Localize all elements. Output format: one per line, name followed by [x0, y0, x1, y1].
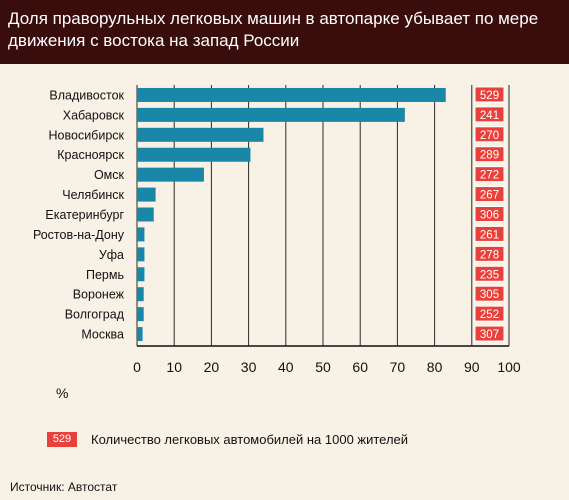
- category-label: Владивосток: [49, 88, 124, 102]
- bar: [137, 147, 251, 162]
- category-label: Челябинск: [62, 188, 124, 202]
- cars-badge: [474, 325, 505, 342]
- category-label: Екатеринбург: [45, 208, 124, 222]
- cars-badge: [474, 126, 505, 143]
- bar-chart: 0 10 20 30 40 50 60 70 80 90 100% Владивосток 529 Хаб…: [33, 85, 521, 401]
- legend: 529 Количество легковых автомобилей на 1…: [47, 430, 408, 448]
- cars-badge: [474, 206, 505, 222]
- cars-badge: [474, 305, 505, 322]
- x-tick-label: 50: [315, 359, 331, 375]
- cars-badge: [474, 265, 505, 282]
- cars-badge-label: 272: [480, 170, 499, 182]
- cars-badge-label: 289: [480, 150, 499, 162]
- cars-badge-label: 306: [480, 210, 499, 222]
- cars-badge-label: 252: [480, 309, 499, 321]
- bar: [137, 227, 145, 242]
- bar: [137, 267, 145, 282]
- bar: [137, 127, 264, 142]
- cars-badge-label: 241: [480, 110, 499, 122]
- cars-badge-label: 305: [480, 289, 499, 301]
- title-banner: Доля праворульных легковых машин в автоп…: [0, 0, 569, 64]
- category-label: Красноярск: [57, 148, 124, 162]
- cars-badge: [474, 146, 505, 163]
- cars-badge-label: 261: [480, 229, 499, 241]
- cars-badge-label: 278: [480, 249, 499, 261]
- source-note: Источник: Автостат: [10, 480, 118, 494]
- cars-badge: [474, 285, 505, 302]
- cars-badge-label: 307: [480, 329, 499, 341]
- x-tick-label: 100: [497, 359, 521, 375]
- x-tick-label: 40: [278, 359, 294, 375]
- x-tick-label: 80: [427, 359, 443, 375]
- cars-badge: [474, 86, 505, 103]
- cars-badge-label: 267: [480, 190, 499, 202]
- bar: [137, 187, 156, 202]
- cars-badge: [474, 166, 505, 183]
- cars-badge-label: 235: [480, 269, 499, 281]
- bar: [137, 247, 145, 262]
- cars-badge: [474, 245, 505, 262]
- x-tick-label: 30: [241, 359, 257, 375]
- x-tick-label: 90: [464, 359, 480, 375]
- category-label: Омск: [94, 168, 125, 182]
- category-label: Уфа: [99, 248, 124, 262]
- x-tick-label: 10: [166, 359, 182, 375]
- x-axis-label: %: [56, 385, 68, 401]
- category-label: Новосибирск: [49, 128, 125, 142]
- cars-badge: [474, 225, 505, 242]
- bar: [137, 207, 154, 222]
- legend-badge: 529: [47, 431, 77, 447]
- x-tick-label: 20: [204, 359, 220, 375]
- x-tick-label: 60: [352, 359, 368, 375]
- x-tick-label: 0: [133, 359, 141, 375]
- bar: [137, 287, 144, 302]
- x-tick-label: 70: [390, 359, 406, 375]
- cars-badge-label: 270: [480, 130, 499, 142]
- cars-badge: [474, 186, 505, 203]
- bar: [137, 327, 143, 342]
- category-label: Москва: [81, 328, 124, 342]
- bar: [137, 87, 446, 102]
- cars-badge: [474, 106, 505, 123]
- bar: [137, 307, 144, 322]
- category-label: Ростов-на-Дону: [33, 228, 125, 242]
- legend-text: Количество легковых автомобилей на 1000 …: [91, 431, 409, 447]
- category-label: Хабаровск: [63, 108, 125, 122]
- category-label: Волгоград: [65, 308, 125, 322]
- cars-badge-label: 529: [480, 90, 499, 102]
- chart-title: Доля праворульных легковых машин в автоп…: [8, 9, 539, 50]
- bar: [137, 167, 204, 182]
- category-label: Воронеж: [73, 288, 125, 302]
- bar: [137, 107, 405, 122]
- category-label: Пермь: [86, 268, 124, 282]
